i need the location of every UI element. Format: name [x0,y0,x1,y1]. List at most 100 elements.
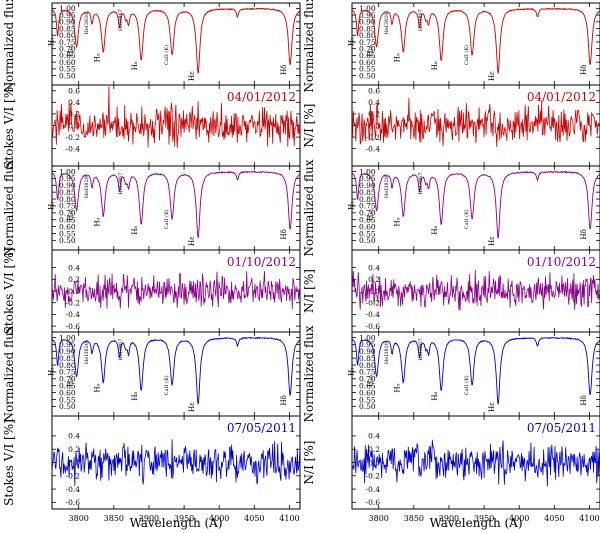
line-id-label: H₁₀ [67,45,75,57]
flux-tick-label: 0.70 [359,45,376,54]
flux-tick-label: 0.90 [359,347,376,356]
x-tick-label: 3800 [369,514,389,523]
flux-tick-label: 0.80 [359,361,376,370]
line-id-label: H₉ [93,53,101,62]
flux-tick-label: 0.65 [59,216,76,225]
x-tick-label: 3950 [474,514,494,523]
line-id-label: CaII (K) [463,209,470,229]
flux-y-axis-label: Normalized flux [2,325,16,422]
flux-tick-label: 0.85 [359,354,376,363]
stokes-panel: -0.6 -0.4 -0.2 0.0 0.2 0.4 07/05/2011 N/I [%] 38… [302,415,600,523]
flux-y-axis-label: Normalized flux [2,159,16,256]
flux-tick-label: 0.95 [359,11,376,20]
stokes-tick-label: -0.4 [366,144,381,153]
flux-tick-label: 0.95 [59,340,76,349]
line-id-label: HeI3820 [384,176,390,198]
flux-tick-label: 0.50 [359,236,376,245]
line-id-label: Hε [488,402,496,412]
stokes-tick-label: 0.0 [68,287,80,296]
stokes-tick-label: 0.4 [368,98,380,107]
stokes-tick-label: -0.6 [66,498,81,507]
stokes-tick-label: 0.4 [68,432,80,441]
line-id-label: HeI3867 [118,173,124,195]
x-tick-label: 4100 [279,514,299,523]
flux-tick-label: 0.65 [59,51,76,60]
flux-tick-label: 1.00 [359,333,376,342]
stokes-tick-label: 0.2 [68,275,80,284]
flux-panel: 0.500.550.600.650.700.750.800.850.900.95… [302,159,600,257]
flux-spectrum-line [51,170,301,239]
stokes-spectrum-line [51,86,301,148]
line-id-label: H₈ [431,392,439,401]
stokes-panel: -0.6 -0.4 -0.2 0.0 0.2 0.4 01/10/2012 Stokes V/… [2,248,301,334]
flux-y-axis-label: Normalized flux [2,0,16,93]
observation-date: 07/05/2011 [527,421,596,435]
stokes-tick-label: -0.6 [366,498,381,507]
flux-tick-label: 0.50 [359,402,376,411]
line-id-label: CaII (K) [463,375,470,395]
stokes-tick-label: 0.4 [368,263,380,272]
flux-tick-label: 0.90 [59,347,76,356]
line-id-label: Hδ [280,229,288,239]
flux-y-axis-label: Normalized flux [302,0,316,93]
flux-tick-label: 0.75 [359,38,376,47]
line-id-label: H₁₀ [67,375,75,387]
flux-tick-label: 0.80 [359,195,376,204]
line-id-label: Hδ [280,395,288,405]
stokes-tick-label: -0.6 [66,322,81,331]
stokes-spectrum-line [351,97,600,148]
flux-tick-label: 0.95 [359,340,376,349]
observation-date: 04/01/2012 [527,90,596,104]
stokes-tick-label: 0.2 [368,445,380,454]
flux-spectrum-line [51,336,301,406]
flux-tick-label: 0.85 [59,188,76,197]
flux-tick-label: 0.60 [59,222,76,231]
flux-tick-label: 0.70 [359,375,376,384]
x-tick-label: 3850 [104,514,124,523]
line-id-label: CaII (K) [463,45,470,65]
flux-tick-label: 0.85 [59,24,76,33]
stokes-y-axis-label: Stokes V/I [%] [2,419,16,506]
line-id-label: H₈ [131,226,139,235]
flux-tick-label: 0.80 [59,195,76,204]
stokes-y-axis-label: N/I [%] [302,269,316,313]
stokes-spectrum-line [351,439,600,487]
line-id-label: H₁₀ [67,209,75,221]
line-id-label: Hε [488,71,496,81]
line-id-label: H₉ [393,53,401,62]
stokes-tick-label: -0.4 [66,144,81,153]
stokes-tick-label: -0.4 [366,310,381,319]
stokes-y-axis-label: N/I [%] [302,441,316,485]
flux-tick-label: 0.90 [59,18,76,27]
flux-tick-label: 0.50 [359,71,376,80]
flux-tick-label: 0.60 [59,58,76,67]
flux-tick-label: 0.85 [59,354,76,363]
line-id-label: HeI3820 [84,13,90,35]
stokes-tick-label: 0.0 [368,287,380,296]
line-id-label: H₉ [93,383,101,392]
stokes-tick-label: 0.0 [368,458,380,467]
flux-tick-label: 0.65 [359,51,376,60]
flux-tick-label: 0.50 [59,71,76,80]
flux-tick-label: 0.90 [359,18,376,27]
stokes-tick-label: 0.2 [368,110,380,119]
flux-tick-label: 0.70 [59,375,76,384]
line-id-label: H₈ [131,61,139,70]
x-tick-label: 4050 [544,514,564,523]
stokes-tick-label: 0.4 [68,98,80,107]
line-id-label: H₁₀ [367,45,375,57]
line-id-label: Hε [188,402,196,412]
stokes-tick-label: -0.6 [366,322,381,331]
line-id-label: H₁ [348,201,356,210]
flux-tick-label: 0.90 [359,181,376,190]
flux-tick-label: 0.50 [59,236,76,245]
line-id-label: Hε [188,71,196,81]
line-id-label: HeI3820 [84,342,90,364]
flux-panel: 0.500.550.600.650.700.750.800.850.900.95… [2,325,301,423]
line-id-label: Hε [188,236,196,246]
stokes-tick-label: -0.2 [66,299,81,308]
flux-tick-label: 0.55 [359,395,376,404]
